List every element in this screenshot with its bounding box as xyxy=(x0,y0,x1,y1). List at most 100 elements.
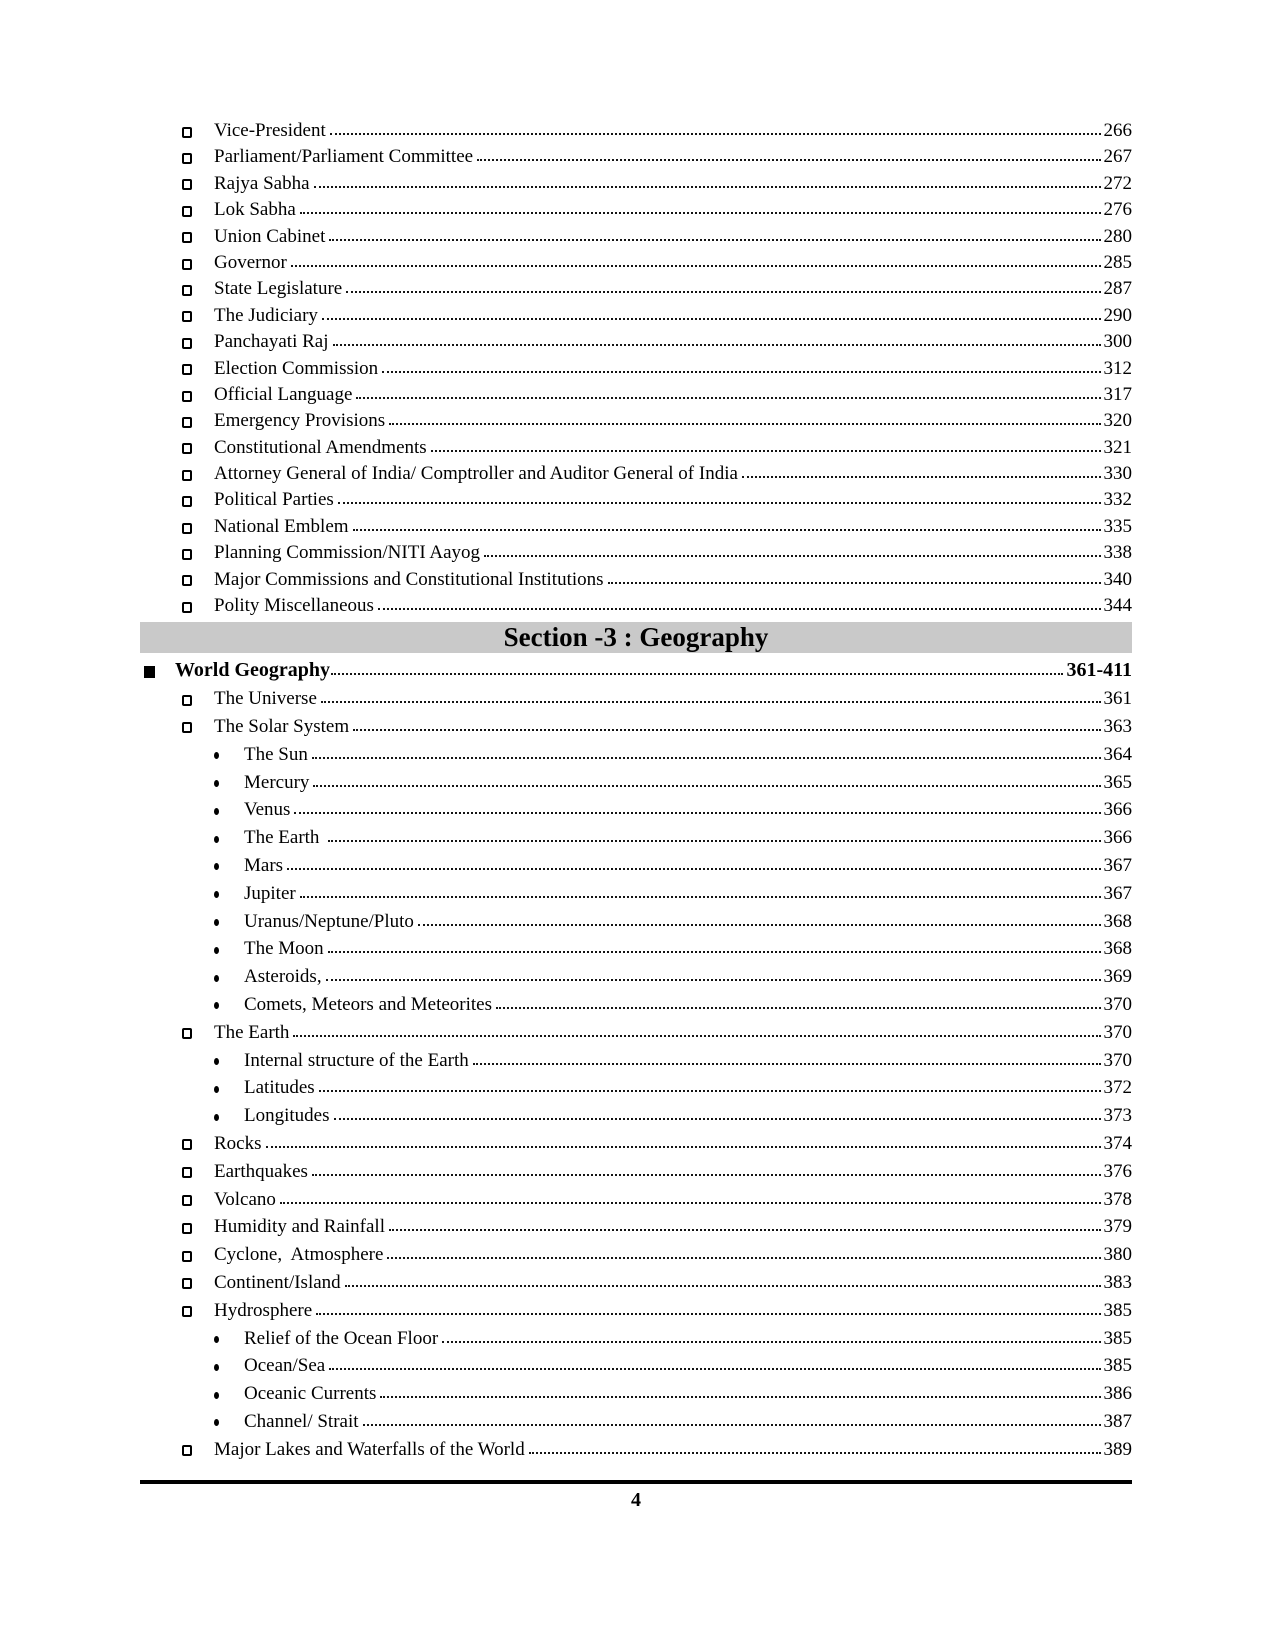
toc-entry: Uranus/Neptune/Pluto 368 xyxy=(140,908,1132,936)
entry-page-number: 372 xyxy=(1103,1077,1133,1099)
entry-page-number: 340 xyxy=(1103,568,1133,590)
toc-entry: Political Parties 332 xyxy=(140,487,1132,513)
toc-entry: Channel/ Strait 387 xyxy=(140,1408,1132,1436)
toc-entry: Official Language 317 xyxy=(140,382,1132,408)
entry-page-number: 370 xyxy=(1103,1021,1133,1043)
toc-entry: Lok Sabha 276 xyxy=(140,197,1132,223)
entry-page-number: 361-411 xyxy=(1066,659,1132,682)
entry-label: Earthquakes xyxy=(214,1160,308,1182)
entry-label: Comets, Meteors and Meteorites xyxy=(244,993,493,1015)
entry-page-number: 332 xyxy=(1103,489,1133,511)
dotted-leader xyxy=(442,1340,1101,1343)
hollow-square-bullet-icon xyxy=(182,1167,192,1179)
entry-page-number: 276 xyxy=(1103,199,1133,221)
entry-page-number: 285 xyxy=(1103,251,1133,273)
entry-label: Channel/ Strait xyxy=(244,1410,359,1432)
toc-content: Vice-President 266 Parliament/Parliament C… xyxy=(140,118,1132,1512)
entry-label: Jupiter xyxy=(244,882,296,904)
dotted-leader xyxy=(477,159,1101,162)
dotted-leader xyxy=(290,264,1101,267)
hollow-square-bullet-icon xyxy=(182,311,192,323)
hollow-square-bullet-icon xyxy=(182,390,192,402)
entry-page-number: 312 xyxy=(1103,357,1133,379)
dotted-leader xyxy=(352,528,1101,531)
hollow-square-bullet-icon xyxy=(182,205,192,217)
hollow-square-bullet-icon xyxy=(182,575,192,587)
dotted-leader xyxy=(325,979,1101,982)
entry-page-number: 338 xyxy=(1103,542,1133,564)
toc-entry: Jupiter 367 xyxy=(140,880,1132,908)
dotted-leader xyxy=(377,608,1101,611)
entry-label: National Emblem xyxy=(214,515,349,537)
dotted-leader xyxy=(417,923,1101,926)
dot-bullet-icon xyxy=(214,974,219,982)
toc-entry: Major Lakes and Waterfalls of the World 3… xyxy=(140,1436,1132,1464)
hollow-square-bullet-icon xyxy=(182,522,192,534)
entry-page-number: 290 xyxy=(1103,304,1133,326)
entry-label: The Sun xyxy=(244,743,308,765)
entry-label: Latitudes xyxy=(244,1077,315,1099)
dot-bullet-icon xyxy=(214,1363,219,1371)
dot-bullet-icon xyxy=(214,807,219,815)
toc-entry: The Universe 361 xyxy=(140,685,1132,713)
hollow-square-bullet-icon xyxy=(182,694,192,706)
entry-page-number: 383 xyxy=(1103,1271,1133,1293)
entry-page-number: 344 xyxy=(1103,595,1133,617)
toc-entry: World Geography 361-411 xyxy=(140,657,1132,685)
entry-label: State Legislature xyxy=(214,278,343,300)
footer-page-number: 4 xyxy=(631,1488,641,1511)
toc-entry: Relief of the Ocean Floor 385 xyxy=(140,1325,1132,1353)
dotted-leader xyxy=(344,1284,1101,1287)
entry-page-number: 366 xyxy=(1103,827,1133,849)
entry-page-number: 287 xyxy=(1103,278,1133,300)
entry-page-number: 272 xyxy=(1103,172,1133,194)
entry-label: Polity Miscellaneous xyxy=(214,595,374,617)
dotted-leader xyxy=(472,1062,1101,1065)
toc-entry: Latitudes 372 xyxy=(140,1074,1132,1102)
hollow-square-bullet-icon xyxy=(182,285,192,297)
toc-entry: Comets, Meteors and Meteorites 370 xyxy=(140,991,1132,1019)
hollow-square-bullet-icon xyxy=(182,1250,192,1262)
entry-label: Major Lakes and Waterfalls of the World xyxy=(214,1438,525,1460)
hollow-square-bullet-icon xyxy=(182,126,192,138)
dot-bullet-icon xyxy=(214,752,219,760)
entry-page-number: 365 xyxy=(1103,771,1133,793)
entry-label: The Earth xyxy=(214,1021,290,1043)
toc-entry: Constitutional Amendments 321 xyxy=(140,435,1132,461)
entry-label: Attorney General of India/ Comptroller a… xyxy=(214,463,738,485)
dotted-leader xyxy=(382,370,1101,373)
entry-page-number: 361 xyxy=(1103,688,1133,710)
toc-entry: Longitudes 373 xyxy=(140,1102,1132,1130)
toc-entry: Earthquakes 376 xyxy=(140,1158,1132,1186)
entry-page-number: 367 xyxy=(1103,855,1133,876)
entry-page-number: 266 xyxy=(1103,120,1133,141)
entry-page-number: 320 xyxy=(1103,410,1133,432)
entry-label: Rocks xyxy=(214,1132,262,1154)
toc-entry: Parliament/Parliament Committee 267 xyxy=(140,144,1132,170)
dotted-leader xyxy=(337,502,1101,505)
dotted-leader xyxy=(333,1118,1101,1121)
entry-label: Major Commissions and Constitutional Ins… xyxy=(214,568,604,590)
toc-entry: Hydrosphere 385 xyxy=(140,1297,1132,1325)
entry-label: Planning Commission/NITI Aayog xyxy=(214,542,480,564)
toc-entry: The Judiciary 290 xyxy=(140,303,1132,329)
entry-label: The Solar System xyxy=(214,716,350,738)
toc-entry: Major Commissions and Constitutional Ins… xyxy=(140,567,1132,593)
entry-label: Hydrosphere xyxy=(214,1299,313,1321)
toc-entry: Venus 366 xyxy=(140,796,1132,824)
entry-page-number: 335 xyxy=(1103,515,1133,537)
dotted-leader xyxy=(331,673,1064,676)
dot-bullet-icon xyxy=(214,1335,219,1343)
dot-bullet-icon xyxy=(214,1113,219,1121)
entry-label: Venus xyxy=(244,799,291,821)
toc-entry: The Solar System 363 xyxy=(140,713,1132,741)
entry-page-number: 373 xyxy=(1103,1105,1133,1127)
entry-label: The Universe xyxy=(214,688,317,710)
toc-entry: Asteroids, 369 xyxy=(140,963,1132,991)
entry-label: Governor xyxy=(214,251,287,273)
entry-label: Political Parties xyxy=(214,489,334,511)
entry-label: Election Commission xyxy=(214,357,379,379)
entry-page-number: 366 xyxy=(1103,799,1133,821)
dotted-leader xyxy=(484,555,1101,558)
